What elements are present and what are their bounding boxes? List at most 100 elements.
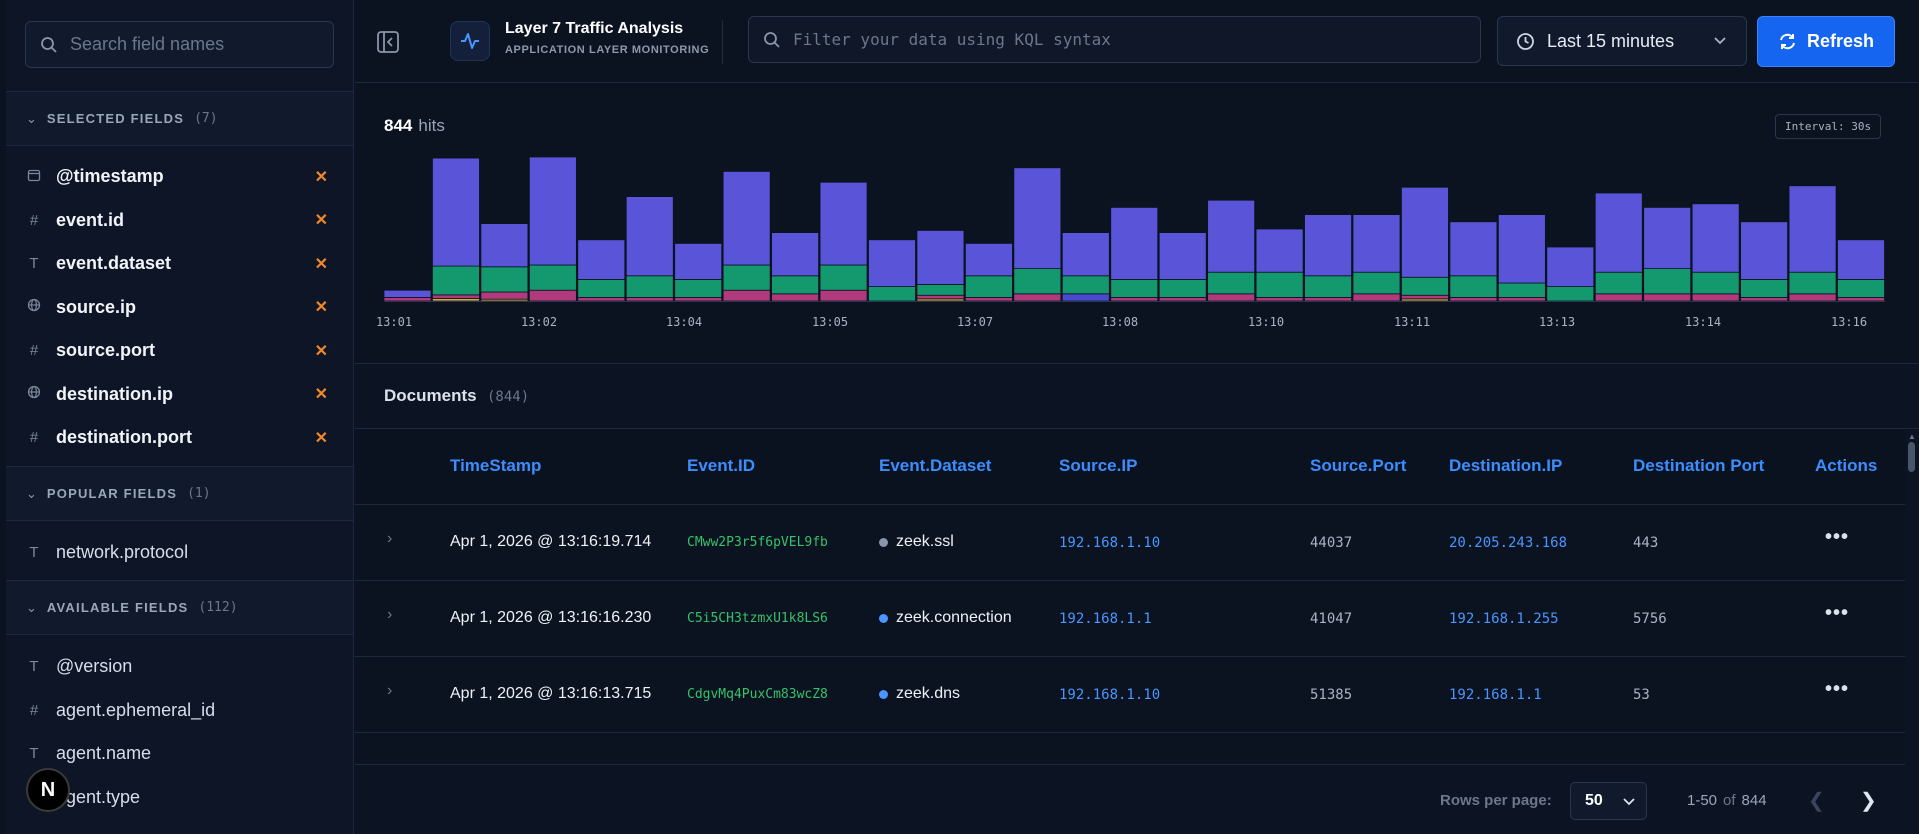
histogram-bar-segment[interactable]: [1401, 276, 1449, 296]
cell-destination-ip[interactable]: 20.205.243.168: [1449, 535, 1568, 551]
column-header-source-port[interactable]: Source.Port: [1310, 456, 1407, 475]
histogram-bar-segment[interactable]: [1497, 214, 1546, 284]
histogram-bar-segment[interactable]: [674, 242, 723, 280]
histogram-bar-segment[interactable]: [819, 181, 868, 266]
field-item[interactable]: source.ip ✕: [6, 286, 353, 329]
histogram-bar-segment[interactable]: [528, 264, 577, 291]
histogram-bar-segment[interactable]: [1061, 293, 1110, 302]
kql-search-box[interactable]: [748, 16, 1481, 63]
histogram-bar-segment[interactable]: [1352, 214, 1401, 273]
histogram-bar-segment[interactable]: [1837, 278, 1885, 298]
histogram-bar-segment[interactable]: [1255, 228, 1304, 273]
histogram-bar-segment[interactable]: [1594, 192, 1643, 273]
histogram-bar-segment[interactable]: [1837, 296, 1885, 302]
histogram-bar-segment[interactable]: [771, 275, 820, 295]
histogram-bar-segment[interactable]: [771, 232, 820, 277]
cell-destination-ip[interactable]: 192.168.1.255: [1449, 611, 1559, 627]
histogram-bar-segment[interactable]: [868, 239, 916, 288]
n-badge-button[interactable]: N: [26, 768, 70, 812]
histogram-bar-segment[interactable]: [1401, 186, 1449, 278]
histogram-bar-segment[interactable]: [1740, 296, 1788, 302]
field-item[interactable]: destination.ip ✕: [6, 373, 353, 416]
histogram-bar-segment[interactable]: [1449, 275, 1498, 298]
histogram-bar-segment[interactable]: [722, 264, 771, 291]
histogram-bar-segment[interactable]: [1546, 246, 1595, 287]
histogram-bar-segment[interactable]: [480, 291, 529, 300]
histogram-bar-segment[interactable]: [1449, 221, 1498, 277]
cell-source-ip[interactable]: 192.168.1.1: [1059, 611, 1152, 627]
field-item[interactable]: # source.port ✕: [6, 329, 353, 372]
next-page-button[interactable]: ❯: [1860, 790, 1877, 812]
histogram-bar-segment[interactable]: [1304, 275, 1352, 298]
histogram-bar-segment[interactable]: [1207, 271, 1256, 295]
histogram-bar-segment[interactable]: [965, 242, 1013, 277]
histogram-bar-segment[interactable]: [528, 289, 577, 302]
column-header-destination-port[interactable]: Destination Port: [1633, 456, 1765, 475]
field-item[interactable]: # destination.port ✕: [6, 416, 353, 459]
histogram-bar-segment[interactable]: [916, 230, 965, 285]
field-search-input[interactable]: [70, 34, 310, 55]
histogram-bar-segment[interactable]: [1207, 199, 1256, 273]
remove-field-icon[interactable]: ✕: [314, 168, 328, 186]
histogram-bar-segment[interactable]: [1449, 296, 1498, 302]
column-header-event-dataset[interactable]: Event.Dataset: [879, 456, 992, 475]
histogram-bar-segment[interactable]: [383, 289, 432, 298]
histogram-bar-segment[interactable]: [965, 275, 1013, 298]
field-item[interactable]: # agent.ephemeral_id: [6, 689, 353, 732]
table-scrollbar[interactable]: ▲: [1905, 430, 1919, 765]
histogram-bar-segment[interactable]: [1691, 293, 1740, 302]
histogram-bar-segment[interactable]: [1110, 207, 1159, 280]
column-header-timestamp[interactable]: TimeStamp: [450, 456, 542, 475]
cell-destination-ip[interactable]: 192.168.1.1: [1449, 687, 1542, 703]
cell-source-ip[interactable]: 192.168.1.10: [1059, 687, 1161, 703]
histogram-bar-segment[interactable]: [480, 266, 529, 293]
histogram-bar-segment[interactable]: [1352, 293, 1401, 302]
histogram-bar-segment[interactable]: [625, 275, 674, 298]
histogram-bar-segment[interactable]: [1352, 271, 1401, 295]
field-item[interactable]: @timestamp ✕: [6, 155, 353, 198]
remove-field-icon[interactable]: ✕: [314, 212, 328, 229]
histogram-bar-segment[interactable]: [819, 289, 868, 302]
histogram-bar-segment[interactable]: [819, 264, 868, 291]
histogram-bar-segment[interactable]: [1061, 275, 1110, 295]
column-header-source-ip[interactable]: Source.IP: [1059, 456, 1138, 475]
histogram-bar-segment[interactable]: [722, 289, 771, 302]
histogram-bar-segment[interactable]: [916, 284, 965, 296]
histogram-bar-segment[interactable]: [1304, 214, 1352, 277]
histogram-bar-segment[interactable]: [868, 286, 916, 302]
column-header-event-id[interactable]: Event.ID: [687, 456, 756, 475]
histogram-bar-segment[interactable]: [1158, 278, 1207, 298]
time-range-picker[interactable]: Last 15 minutes: [1497, 16, 1747, 66]
popular-fields-header[interactable]: ⌄ POPULAR FIELDS (1): [6, 466, 353, 521]
refresh-button[interactable]: Refresh: [1757, 16, 1895, 67]
histogram-bar-segment[interactable]: [480, 223, 529, 268]
histogram-bar-segment[interactable]: [625, 296, 674, 302]
sidebar-toggle-icon[interactable]: [375, 29, 401, 55]
histogram-bar-segment[interactable]: [432, 294, 480, 299]
more-actions-icon[interactable]: •••: [1825, 678, 1850, 700]
histogram-bar-segment[interactable]: [1788, 185, 1837, 273]
histogram-chart[interactable]: 13:01 13:02 13:04 13:05 13:07 13:08 13:10 13:11…: [355, 84, 1919, 364]
histogram-bar-segment[interactable]: [1643, 207, 1692, 270]
chevron-right-icon[interactable]: ›: [387, 606, 393, 623]
remove-field-icon[interactable]: ✕: [314, 342, 328, 360]
more-actions-icon[interactable]: •••: [1825, 526, 1850, 548]
histogram-bar-segment[interactable]: [916, 294, 965, 300]
histogram-bar-segment[interactable]: [1497, 296, 1546, 302]
histogram-bar-segment[interactable]: [1594, 271, 1643, 295]
histogram-bar-segment[interactable]: [577, 296, 626, 302]
histogram-bar-segment[interactable]: [1643, 293, 1692, 302]
histogram-bar-segment[interactable]: [1013, 293, 1062, 302]
histogram-bar-segment[interactable]: [1788, 271, 1837, 295]
field-item[interactable]: T @version: [6, 645, 353, 688]
histogram-bar-segment[interactable]: [965, 296, 1013, 302]
remove-field-icon[interactable]: ✕: [314, 299, 328, 316]
histogram-bar-segment[interactable]: [1837, 239, 1885, 280]
histogram-bar-segment[interactable]: [1401, 294, 1449, 300]
table-row[interactable]: › Apr 1, 2026 @ 13:16:13.715 CdgvMq4PuxC…: [355, 658, 1905, 733]
rows-per-page-select[interactable]: 50: [1570, 782, 1647, 820]
remove-field-icon[interactable]: ✕: [314, 386, 328, 403]
kql-input[interactable]: [793, 30, 1473, 49]
